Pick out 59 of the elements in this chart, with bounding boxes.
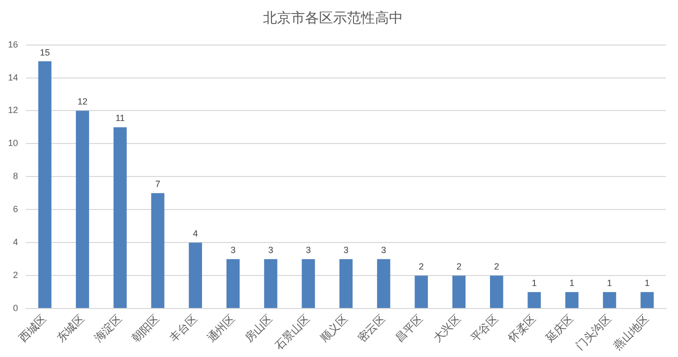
- bar: [76, 110, 90, 308]
- bar: [188, 242, 202, 308]
- data-label: 2: [494, 262, 500, 272]
- data-label: 3: [344, 245, 349, 256]
- data-label: 15: [40, 47, 50, 58]
- data-label: 3: [381, 245, 386, 256]
- x-tick-label: 石景山区: [272, 312, 313, 353]
- bar: [565, 292, 578, 308]
- y-tick-label: 6: [12, 204, 18, 214]
- x-tick-label: 房山区: [242, 312, 275, 345]
- bar: [264, 259, 278, 308]
- x-tick-label: 朝阳区: [130, 312, 162, 345]
- x-tick-label: 密云区: [355, 312, 388, 345]
- x-tick-label: 平谷区: [469, 313, 501, 345]
- data-label: 2: [418, 262, 424, 272]
- bar: [151, 193, 164, 308]
- x-tick-label: 海淀区: [92, 312, 124, 345]
- x-tick-label: 东城区: [54, 312, 87, 345]
- data-label: 4: [192, 228, 198, 239]
- data-label: 3: [230, 245, 236, 256]
- y-tick-label: 10: [8, 138, 18, 148]
- data-label: 1: [607, 278, 612, 288]
- data-label: 3: [268, 245, 274, 256]
- data-label: 11: [115, 113, 125, 124]
- bar: [226, 259, 240, 308]
- bar: [452, 276, 466, 308]
- x-tick-label: 西城区: [16, 312, 50, 345]
- bar: [38, 61, 52, 308]
- y-tick-label: 12: [8, 105, 18, 116]
- y-tick-label: 14: [8, 72, 18, 82]
- x-tick-label: 大兴区: [430, 312, 464, 345]
- y-tick-label: 4: [12, 237, 18, 248]
- chart-title: 北京市各区示范性高中: [263, 9, 403, 26]
- data-label: 1: [569, 278, 574, 288]
- data-label: 1: [644, 278, 650, 288]
- bar: [302, 259, 315, 308]
- data-label: 12: [77, 96, 88, 107]
- data-label: 3: [306, 245, 311, 256]
- x-tick-label: 昌平区: [394, 313, 426, 345]
- x-tick-label: 顺义区: [318, 312, 350, 345]
- data-label: 1: [532, 278, 537, 288]
- x-tick-label: 通州区: [204, 312, 238, 345]
- data-label: 2: [456, 262, 462, 272]
- y-tick-label: 0: [12, 303, 18, 314]
- y-tick-label: 8: [12, 171, 18, 182]
- bar: [528, 292, 541, 308]
- y-tick-label: 16: [8, 39, 18, 50]
- bar: [377, 259, 390, 308]
- y-tick-label: 2: [12, 270, 18, 280]
- x-tick-label: 燕山地区: [611, 312, 652, 353]
- bar: [339, 259, 353, 308]
- bar: [602, 292, 616, 308]
- bar: [640, 292, 654, 308]
- bar: [490, 276, 504, 308]
- bar: [114, 127, 127, 308]
- bar: [414, 276, 428, 308]
- x-tick-label: 丰台区: [167, 312, 200, 345]
- data-label: 7: [155, 179, 160, 190]
- x-tick-label: 怀柔区: [506, 313, 538, 346]
